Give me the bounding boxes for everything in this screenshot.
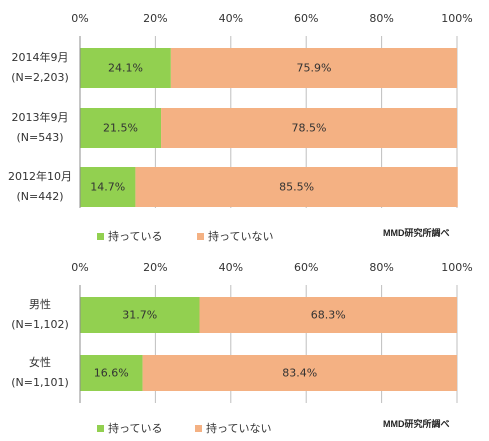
bar-value-label: 31.7% — [122, 308, 158, 322]
x-tick-label: 100% — [441, 261, 473, 274]
x-tick-label: 60% — [293, 12, 319, 25]
bar-segment — [80, 297, 200, 333]
bar-segment — [142, 355, 457, 391]
bar-value-label: 16.6% — [93, 366, 129, 380]
bar-value-label: 14.7% — [90, 180, 126, 194]
x-tick-label: 0% — [71, 261, 89, 274]
category-label: 2013年9月 (N=543) — [11, 111, 69, 144]
legend-swatch — [195, 424, 202, 432]
bar-value-label: 75.9% — [296, 61, 332, 75]
bar-value-label: 78.5% — [291, 121, 327, 135]
x-tick-label: 40% — [218, 12, 244, 25]
bar-segment — [80, 108, 162, 148]
category-label: 男性 (N=1,102) — [11, 298, 69, 331]
x-tick-label: 60% — [293, 261, 319, 274]
x-tick-label: 40% — [218, 261, 244, 274]
legend-label: 持っている — [108, 422, 163, 435]
bar-segment — [80, 48, 171, 88]
bar-segment — [161, 108, 457, 148]
legend-label: 持っている — [108, 230, 163, 243]
category-label: 2014年9月 (N=2,203) — [11, 51, 69, 84]
bar-segment — [80, 167, 136, 207]
x-tick-label: 80% — [369, 261, 394, 274]
bar-value-label: 24.1% — [107, 61, 143, 75]
legend-swatch — [97, 424, 104, 432]
x-tick-label: 100% — [441, 12, 473, 25]
bar-segment — [80, 355, 143, 391]
x-tick-label: 80% — [369, 12, 394, 25]
bar-segment — [199, 297, 457, 333]
category-label: 女性 (N=1,101) — [11, 356, 69, 389]
x-tick-label: 20% — [143, 12, 168, 25]
legend-item: 持っている — [97, 420, 162, 436]
legend-swatch — [97, 232, 104, 240]
bar-segment — [135, 167, 458, 207]
legend-label: 持っていない — [208, 230, 274, 243]
bar-segment — [170, 48, 457, 88]
bar-value-label: 21.5% — [103, 121, 138, 135]
chart-ownership-by-gender: 0% 20% 40% 60% 80% 100% 31.7% 68.3% 男性 (N=1,102) 1… — [0, 255, 489, 441]
legend-swatch — [197, 232, 204, 240]
legend-label: 持っていない — [206, 422, 272, 435]
x-tick-label: 0% — [71, 12, 89, 25]
bar-value-label: 83.4% — [282, 366, 318, 380]
source-note: MMD研究所調べ — [383, 228, 450, 238]
legend-item: 持っていない — [197, 228, 273, 244]
legend-item: 持っている — [97, 228, 162, 244]
bar-value-label: 85.5% — [279, 180, 315, 194]
source-note: MMD研究所調べ — [383, 419, 450, 429]
chart-svg — [79, 285, 458, 403]
category-label: 2012年10月 (N=442) — [8, 170, 72, 203]
chart-svg — [79, 36, 458, 208]
legend-item: 持っていない — [195, 420, 271, 436]
chart-ownership-by-year: 0% 20% 40% 60% 80% 100% 24.1% 75.9% 2014年9月 (N=2,… — [8, 12, 473, 244]
bar-value-label: 68.3% — [310, 308, 346, 322]
x-tick-label: 20% — [143, 261, 168, 274]
